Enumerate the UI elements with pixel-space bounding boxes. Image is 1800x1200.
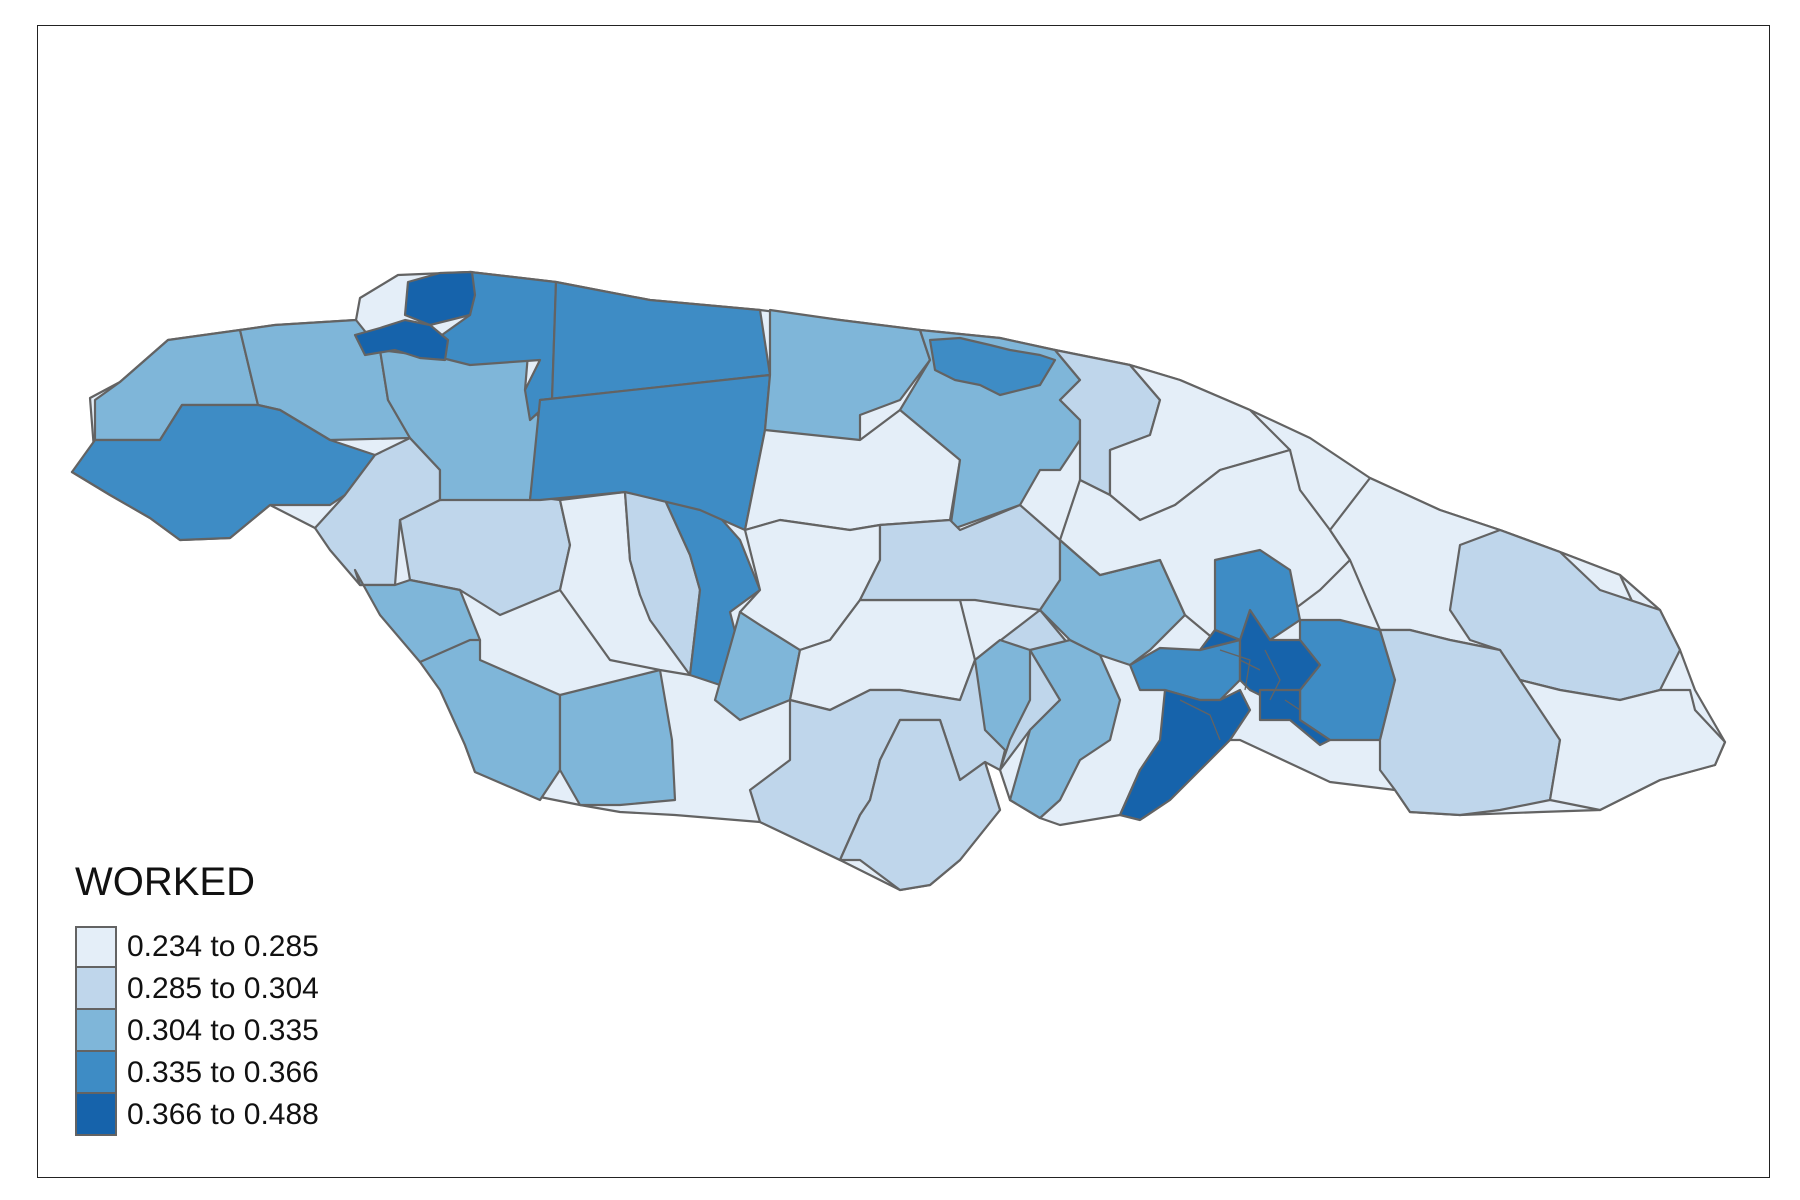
map-region[interactable]: [973, 638, 1032, 772]
map-region[interactable]: [1258, 688, 1332, 747]
map-region[interactable]: [558, 668, 677, 807]
map-region[interactable]: [1298, 618, 1397, 742]
map-region[interactable]: [1518, 678, 1727, 812]
legend-label: 0.285 to 0.304: [127, 972, 319, 1005]
map-region[interactable]: [838, 718, 1002, 892]
map-region[interactable]: [928, 336, 1057, 397]
legend-swatch: [75, 1052, 117, 1094]
legend-label: 0.366 to 0.488: [127, 1098, 319, 1131]
legend-label: 0.335 to 0.366: [127, 1056, 319, 1089]
map-boundary: [1179, 649, 1301, 741]
map-region[interactable]: [418, 638, 562, 802]
legend-swatch: [75, 1010, 117, 1052]
legend-item: 0.366 to 0.488: [75, 1094, 319, 1136]
legend-item: 0.285 to 0.304: [75, 968, 319, 1010]
map-legend: WORKED 0.234 to 0.285 0.285 to 0.304 0.3…: [75, 862, 319, 1136]
legend-label: 0.234 to 0.285: [127, 930, 319, 963]
map-region[interactable]: [763, 308, 932, 447]
legend-swatch: [75, 1094, 117, 1136]
legend-rows: 0.234 to 0.285 0.285 to 0.304 0.304 to 0…: [75, 926, 319, 1136]
map-region[interactable]: [353, 318, 450, 362]
legend-label: 0.304 to 0.335: [127, 1014, 319, 1047]
legend-swatch: [75, 926, 117, 968]
legend-title: WORKED: [75, 860, 255, 904]
map-region[interactable]: [1378, 628, 1562, 817]
legend-item: 0.304 to 0.335: [75, 1010, 319, 1052]
map-region[interactable]: [1118, 688, 1252, 822]
map-frame: [37, 25, 1770, 1178]
legend-swatch: [75, 968, 117, 1010]
legend-item: 0.234 to 0.285: [75, 926, 319, 968]
map-region[interactable]: [403, 270, 477, 327]
legend-item: 0.335 to 0.366: [75, 1052, 319, 1094]
